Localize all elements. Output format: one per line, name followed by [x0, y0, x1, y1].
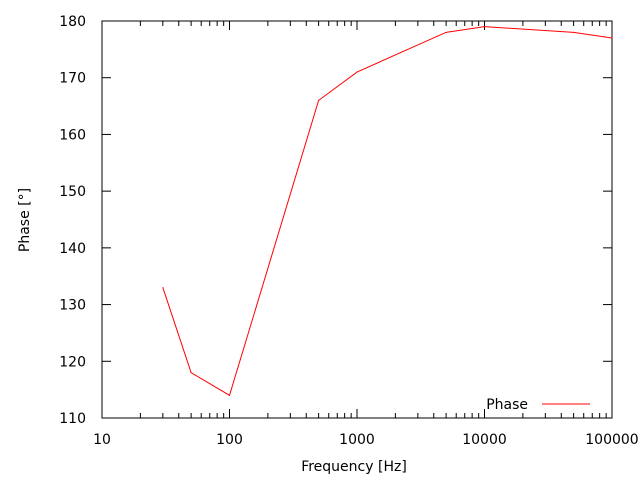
x-axis-label: Frequency [Hz] — [301, 459, 407, 475]
y-tick-label: 110 — [59, 411, 86, 427]
data-point — [190, 372, 192, 374]
x-tick-label: 100 — [216, 432, 243, 448]
data-point — [356, 71, 358, 73]
y-tick-label: 150 — [59, 184, 86, 200]
data-point — [484, 26, 485, 28]
data-point — [318, 99, 320, 101]
data-point — [445, 31, 447, 33]
plot-frame — [101, 20, 613, 419]
data-point — [573, 31, 575, 33]
x-tick-label: 1000 — [339, 432, 375, 448]
series-line-phase — [162, 26, 613, 397]
data-point — [162, 287, 164, 289]
y-tick-label: 120 — [59, 354, 86, 370]
y-axis-label: Phase [°] — [17, 188, 33, 252]
data-point — [229, 394, 230, 396]
y-tick-label: 160 — [59, 127, 86, 143]
x-tick-label: 100000 — [585, 432, 638, 448]
y-tick-label: 170 — [59, 71, 86, 87]
legend-label: Phase — [486, 397, 528, 413]
x-tick-label: 10 — [93, 432, 111, 448]
x-tick-label: 10000 — [462, 432, 507, 448]
y-tick-label: 130 — [59, 298, 86, 314]
y-tick-label: 140 — [59, 241, 86, 257]
data-point — [611, 37, 613, 39]
y-tick-label: 180 — [59, 14, 86, 30]
